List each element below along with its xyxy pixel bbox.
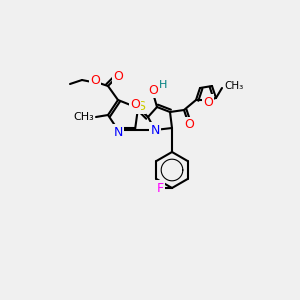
- Text: CH₃: CH₃: [224, 81, 243, 91]
- Text: S: S: [137, 100, 145, 112]
- Text: N: N: [150, 124, 160, 136]
- Text: F: F: [156, 182, 164, 194]
- Text: O: O: [130, 98, 140, 110]
- Text: O: O: [113, 70, 123, 83]
- Text: CH₃: CH₃: [73, 112, 94, 122]
- Text: O: O: [203, 95, 213, 109]
- Text: O: O: [90, 74, 100, 88]
- Text: O: O: [148, 83, 158, 97]
- Text: H: H: [159, 80, 167, 90]
- Text: N: N: [113, 125, 123, 139]
- Text: O: O: [184, 118, 194, 131]
